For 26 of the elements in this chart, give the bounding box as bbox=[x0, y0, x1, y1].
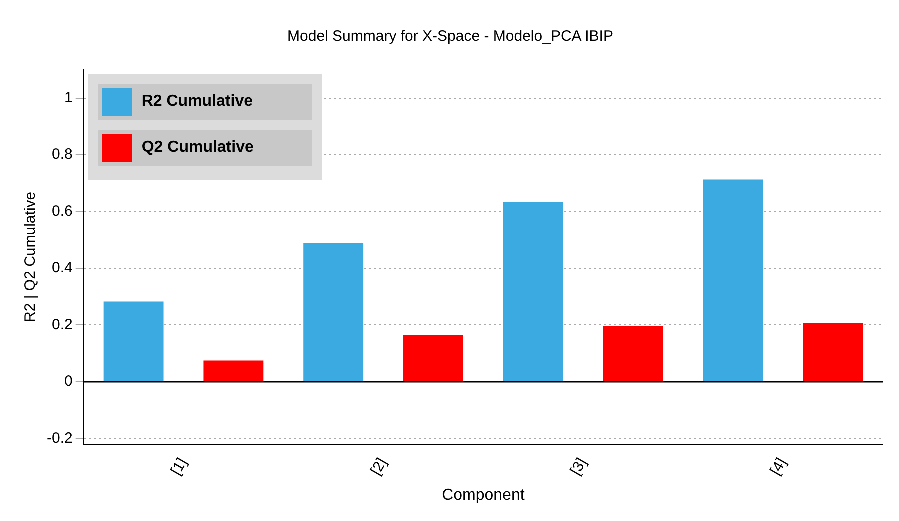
legend-label: Q2 Cumulative bbox=[142, 139, 254, 157]
y-tick-label: 0.6 bbox=[52, 202, 73, 220]
bar bbox=[503, 202, 564, 382]
y-tick-label: 0.2 bbox=[52, 316, 73, 334]
x-tick-label: [2] bbox=[368, 455, 391, 478]
x-axis-title: Component bbox=[442, 486, 526, 504]
x-tick-label: [3] bbox=[567, 455, 590, 478]
bar bbox=[204, 360, 264, 382]
y-tick-label: 0.8 bbox=[52, 146, 73, 164]
y-tick-label: -0.2 bbox=[46, 430, 73, 447]
legend-entry: Q2 Cumulative bbox=[98, 130, 312, 166]
bar bbox=[803, 322, 864, 382]
y-tick-label: 0 bbox=[64, 373, 73, 390]
bar bbox=[304, 243, 364, 382]
bar bbox=[703, 180, 764, 382]
bar bbox=[104, 302, 164, 382]
y-axis-title: R2 | Q2 Cumulative bbox=[22, 192, 40, 322]
bar bbox=[603, 326, 664, 382]
x-tick-label: [1] bbox=[168, 455, 191, 478]
bar bbox=[404, 335, 464, 382]
legend-entry: R2 Cumulative bbox=[98, 84, 312, 120]
chart-title: Model Summary for X-Space - Modelo_PCA IBIP bbox=[288, 28, 614, 46]
y-tick-label: 1 bbox=[64, 90, 73, 106]
y-tick-label: 0.4 bbox=[52, 260, 73, 277]
x-tick-label: [4] bbox=[767, 455, 790, 478]
legend-label: R2 Cumulative bbox=[142, 93, 253, 111]
